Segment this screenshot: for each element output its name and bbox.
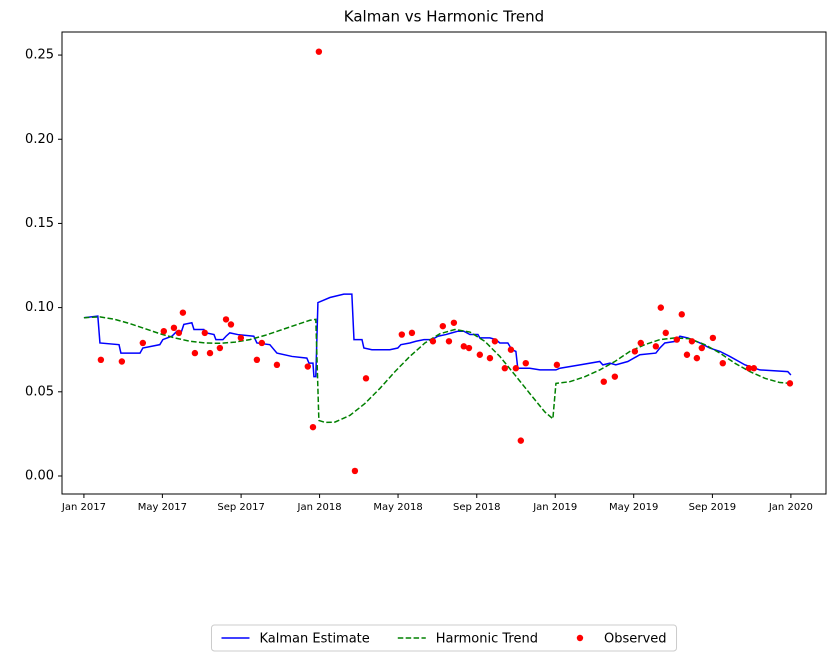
point <box>693 354 701 362</box>
x-tick-label: May 2019 <box>609 502 658 513</box>
point <box>97 356 105 364</box>
point <box>517 437 525 444</box>
legend-label: Observed <box>604 632 667 647</box>
point <box>227 321 235 328</box>
axes-frame <box>61 31 827 495</box>
x-tick-label: May 2018 <box>373 502 422 513</box>
point <box>719 359 726 367</box>
y-tick-label: 0.25 <box>25 48 54 63</box>
point <box>465 344 473 352</box>
point <box>678 311 685 318</box>
point <box>175 329 183 337</box>
x-tick-label: Jan 2019 <box>532 502 577 513</box>
point <box>507 346 515 353</box>
legend-box <box>210 624 678 652</box>
point <box>745 365 753 372</box>
plot-area <box>83 48 794 475</box>
point <box>786 380 794 387</box>
point <box>652 343 660 350</box>
point <box>191 349 199 357</box>
point <box>398 331 406 338</box>
x-tick-label: Sep 2017 <box>217 502 264 513</box>
point <box>522 359 529 367</box>
line <box>83 316 791 424</box>
point <box>631 348 639 355</box>
point <box>237 334 245 342</box>
point <box>600 378 607 385</box>
legend-marker <box>576 634 584 642</box>
y-tick-label: 0.15 <box>25 216 54 231</box>
point <box>709 334 717 342</box>
point <box>160 327 168 335</box>
point <box>309 423 317 431</box>
point <box>501 365 508 372</box>
legend: Kalman Estimate Harmonic Trend Observed <box>210 624 678 652</box>
line <box>83 293 792 378</box>
point <box>351 467 359 475</box>
point <box>429 338 437 345</box>
point <box>662 329 669 337</box>
point <box>201 329 209 337</box>
point <box>216 344 224 352</box>
point <box>611 373 619 380</box>
point <box>698 344 706 352</box>
x-tick-label: May 2017 <box>138 502 187 513</box>
point <box>657 304 665 311</box>
y-tick-label: 0.10 <box>25 300 54 315</box>
point <box>206 349 214 357</box>
point <box>445 338 453 345</box>
point <box>637 339 644 347</box>
point <box>139 339 147 347</box>
point <box>486 354 494 362</box>
point <box>170 324 178 332</box>
point <box>688 338 696 345</box>
legend-label: Kalman Estimate <box>259 632 369 647</box>
x-tick-label: Sep 2019 <box>689 502 736 513</box>
x-tick-label: Jan 2020 <box>768 502 813 513</box>
point <box>253 356 261 364</box>
point <box>304 363 311 370</box>
point <box>118 358 126 365</box>
point <box>273 361 281 369</box>
x-tick-label: Jan 2017 <box>61 502 106 513</box>
point <box>450 319 458 326</box>
legend-label: Harmonic Trend <box>436 632 538 647</box>
x-tick-label: Jan 2018 <box>297 502 342 513</box>
point <box>315 48 323 55</box>
point <box>460 343 467 350</box>
point <box>439 322 447 330</box>
point <box>476 351 484 358</box>
y-tick-label: 0.00 <box>25 468 54 483</box>
point <box>258 339 266 347</box>
y-tick-label: 0.05 <box>25 384 54 399</box>
x-tick-label: Sep 2018 <box>453 502 500 513</box>
point <box>553 361 561 369</box>
chart-title: Kalman vs Harmonic Trend <box>344 8 544 26</box>
point <box>408 329 416 337</box>
point <box>512 365 520 372</box>
point <box>179 309 187 316</box>
y-tick-label: 0.20 <box>25 132 54 147</box>
point <box>362 375 370 382</box>
point <box>673 336 681 343</box>
point <box>750 365 758 372</box>
point <box>491 338 499 345</box>
point <box>683 351 691 358</box>
point <box>222 316 230 323</box>
